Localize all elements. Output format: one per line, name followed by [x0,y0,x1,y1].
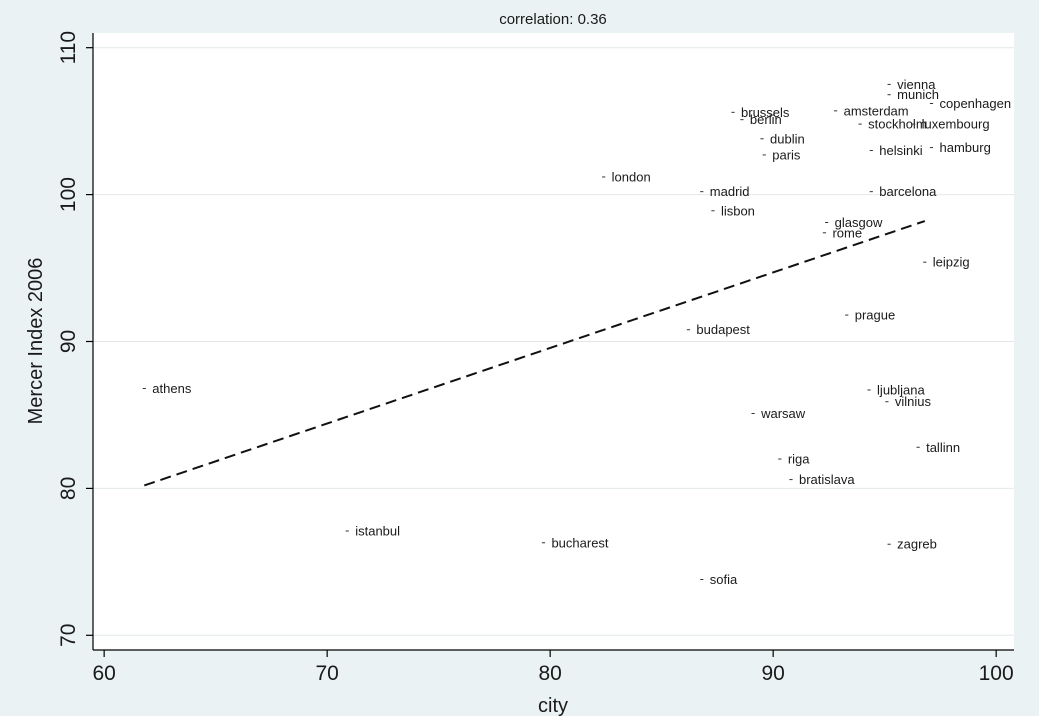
point-label-stockholm: stockholm [868,117,927,132]
fit-line-group [143,220,926,487]
point-label-zagreb: zagreb [897,537,937,552]
point-label-brussels: brussels [741,105,790,120]
point-label-prague: prague [855,308,895,323]
point-label-ljubljana: ljubljana [877,382,925,397]
x-tick-label: 90 [761,662,784,685]
x-tick-label: 70 [315,662,338,685]
x-tick-label: 100 [979,662,1014,685]
point-label-glasgow: glasgow [835,215,883,230]
y-tick-label: 70 [57,624,80,647]
point-label-istanbul: istanbul [355,524,400,539]
point-label-berlin: berlin [750,112,782,127]
x-axis-title: city [538,695,568,716]
fit-line [143,220,926,487]
y-tick-label: 100 [57,177,80,212]
x-tick-label: 80 [538,662,561,685]
point-label-paris: paris [772,147,801,162]
y-axis-title: Mercer Index 2006 [25,258,47,425]
axis-ticks: 70 80 90 100 110 60 70 80 90 100 [57,31,1014,685]
point-label-bucharest: bucharest [551,535,608,550]
point-label-hamburg: hamburg [939,140,990,155]
point-label-leipzig: leipzig [933,255,970,270]
point-label-dublin: dublin [770,131,805,146]
y-tick-label: 80 [57,477,80,500]
point-label-lisbon: lisbon [721,203,755,218]
point-label-vienna: vienna [897,77,936,92]
point-label-sofia: sofia [710,572,738,587]
grid-lines [93,47,1014,636]
point-label-tallinn: tallinn [926,440,960,455]
point-label-barcelona: barcelona [879,184,937,199]
point-label-copenhagen: copenhagen [939,96,1011,111]
point-label-riga: riga [788,452,810,467]
y-tick-label: 110 [57,31,80,64]
point-label-athens: athens [152,381,192,396]
chart-title: correlation: 0.36 [499,11,607,28]
point-label-bratislava: bratislava [799,472,855,487]
point-label-warsaw: warsaw [760,406,806,421]
point-label-london: london [612,169,651,184]
point-label-amsterdam: amsterdam [844,103,909,118]
point-label-budapest: budapest [696,322,750,337]
point-label-madrid: madrid [710,184,750,199]
y-tick-label: 90 [57,330,80,353]
point-label-munich: munich [897,87,939,102]
x-tick-label: 60 [92,662,115,685]
point-label-luxembourg: luxembourg [922,117,990,132]
point-label-rome: rome [832,225,862,240]
point-label-vilnius: vilnius [895,394,932,409]
point-label-helsinki: helsinki [879,143,922,158]
